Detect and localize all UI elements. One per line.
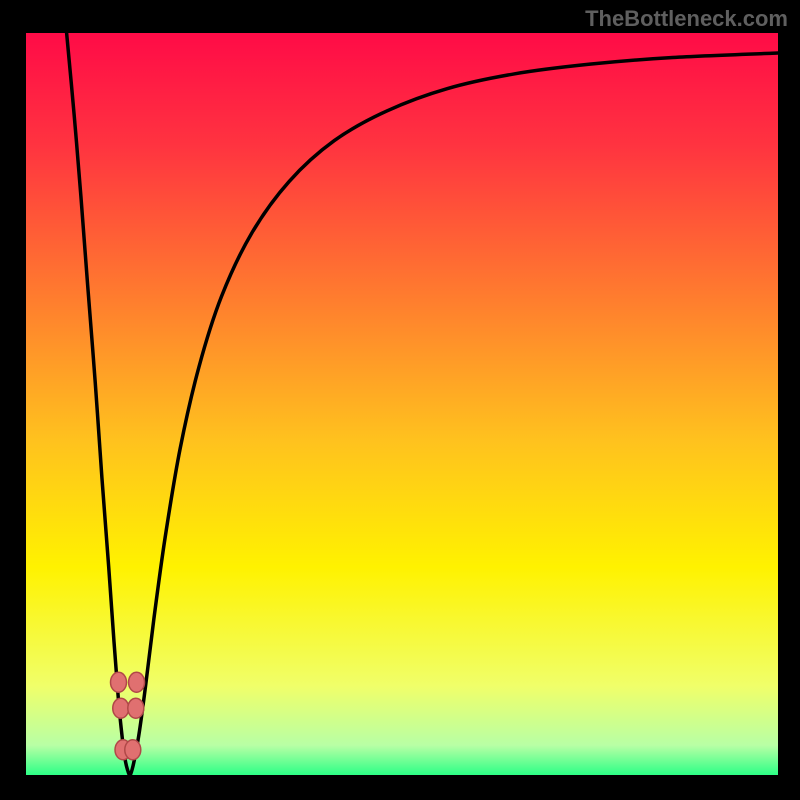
figure-container: TheBottleneck.com (0, 0, 800, 800)
data-marker (128, 698, 144, 718)
curve-layer (0, 0, 800, 800)
bottleneck-curve (67, 33, 778, 775)
data-marker (111, 672, 127, 692)
data-marker (129, 672, 145, 692)
data-marker (125, 740, 141, 760)
marker-group (111, 672, 145, 760)
data-marker (113, 698, 129, 718)
attribution-text: TheBottleneck.com (585, 6, 788, 32)
